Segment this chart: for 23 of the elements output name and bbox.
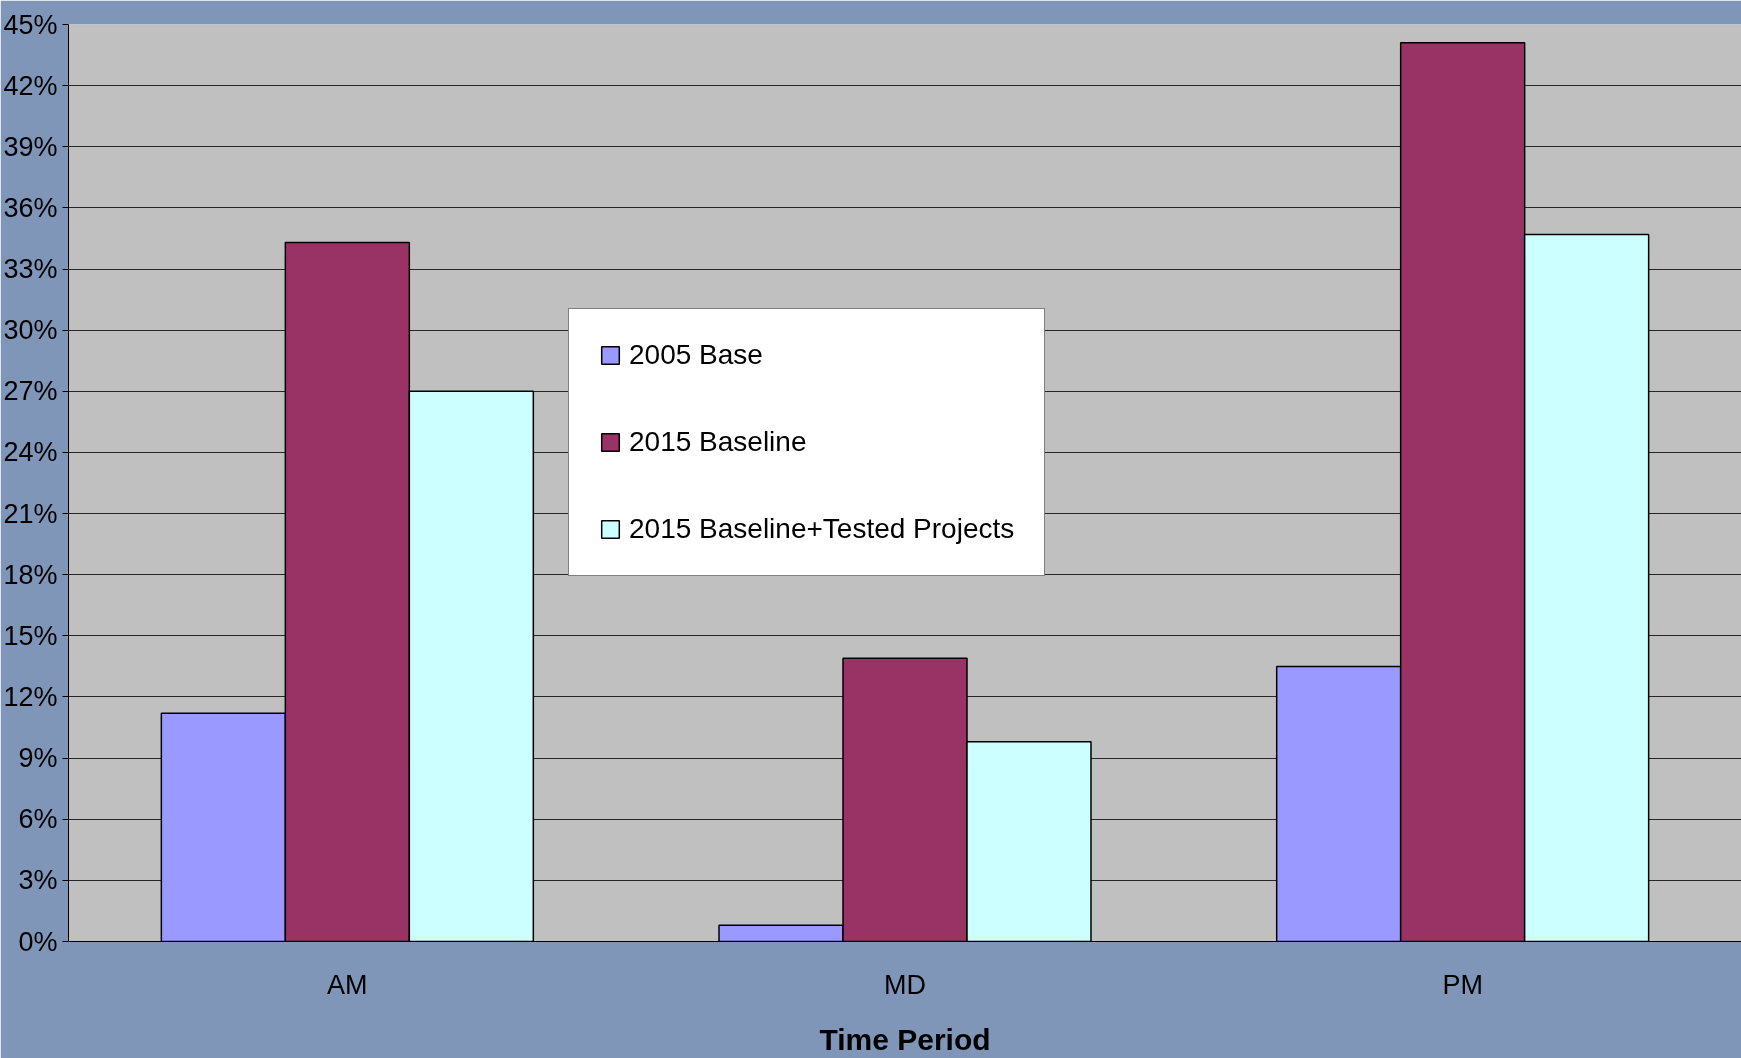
y-tick-label: 36% (3, 192, 58, 223)
y-tick-label: 12% (3, 681, 58, 712)
y-tick-label: 30% (3, 315, 58, 346)
y-tick-label: 15% (3, 620, 58, 651)
x-tick-label: PM (1442, 969, 1483, 1000)
y-tick-label: 33% (3, 254, 58, 285)
legend-label: 2015 Baseline+Tested Projects (629, 513, 1015, 545)
y-tick-label: 0% (18, 926, 58, 957)
y-tick-label: 18% (3, 559, 58, 590)
x-tick-label: AM (327, 969, 368, 1000)
y-tick-label: 45% (3, 9, 58, 40)
y-tick-label: 9% (18, 743, 58, 774)
y-tick-label: 21% (3, 498, 58, 529)
y-tick-label: 3% (18, 865, 58, 896)
legend-label: 2005 Base (629, 339, 763, 371)
y-tick-label: 24% (3, 437, 58, 468)
y-tick-label: 42% (3, 70, 58, 101)
y-tick-label: 27% (3, 376, 58, 407)
x-tick-label: MD (884, 969, 927, 1000)
legend-label: 2015 Baseline (629, 426, 807, 458)
x-axis-title: Time Period (819, 1022, 991, 1056)
y-tick-label: 6% (18, 804, 58, 835)
y-tick-label: 39% (3, 131, 58, 162)
